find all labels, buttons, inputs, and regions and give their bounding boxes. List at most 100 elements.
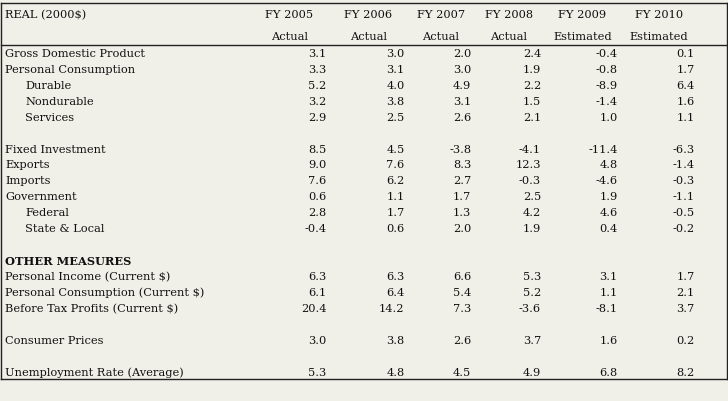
Text: 1.7: 1.7	[676, 272, 695, 282]
Text: 2.1: 2.1	[523, 113, 541, 123]
Text: 3.8: 3.8	[387, 97, 405, 107]
Text: 2.8: 2.8	[308, 208, 326, 218]
Text: 3.1: 3.1	[600, 272, 618, 282]
Text: 6.4: 6.4	[387, 288, 405, 298]
Text: -1.4: -1.4	[596, 97, 618, 107]
Text: 3.0: 3.0	[387, 49, 405, 59]
Text: 5.4: 5.4	[453, 288, 471, 298]
Text: State & Local: State & Local	[25, 224, 105, 234]
Text: 6.1: 6.1	[308, 288, 326, 298]
Text: 6.2: 6.2	[387, 176, 405, 186]
Text: -6.3: -6.3	[673, 144, 695, 154]
Text: 5.3: 5.3	[523, 272, 541, 282]
Text: 0.6: 0.6	[387, 224, 405, 234]
Text: 3.1: 3.1	[308, 49, 326, 59]
Text: 3.0: 3.0	[453, 65, 471, 75]
Text: 3.2: 3.2	[308, 97, 326, 107]
Text: 2.0: 2.0	[453, 224, 471, 234]
Text: Actual: Actual	[271, 32, 308, 42]
Text: 2.0: 2.0	[453, 49, 471, 59]
Text: 4.5: 4.5	[387, 144, 405, 154]
Text: -0.2: -0.2	[673, 224, 695, 234]
Text: Actual: Actual	[350, 32, 387, 42]
Text: Actual: Actual	[422, 32, 459, 42]
Text: 1.0: 1.0	[600, 113, 618, 123]
Text: Personal Consumption (Current $): Personal Consumption (Current $)	[5, 288, 205, 298]
Text: FY 2009: FY 2009	[558, 10, 606, 20]
Text: 7.6: 7.6	[308, 176, 326, 186]
Text: -11.4: -11.4	[588, 144, 618, 154]
Text: 1.1: 1.1	[600, 288, 618, 298]
Text: -0.8: -0.8	[596, 65, 618, 75]
Text: -0.4: -0.4	[596, 49, 618, 59]
Text: 2.4: 2.4	[523, 49, 541, 59]
Text: -4.1: -4.1	[519, 144, 541, 154]
Text: -3.8: -3.8	[449, 144, 471, 154]
Text: 12.3: 12.3	[515, 160, 541, 170]
Text: Before Tax Profits (Current $): Before Tax Profits (Current $)	[5, 304, 178, 314]
Text: 20.4: 20.4	[301, 304, 326, 314]
Text: Gross Domestic Product: Gross Domestic Product	[5, 49, 145, 59]
Text: 3.1: 3.1	[453, 97, 471, 107]
Text: 2.6: 2.6	[453, 113, 471, 123]
Text: Personal Consumption: Personal Consumption	[5, 65, 135, 75]
Text: 4.6: 4.6	[600, 208, 618, 218]
Text: 2.5: 2.5	[523, 192, 541, 203]
Text: 2.5: 2.5	[387, 113, 405, 123]
Text: 4.2: 4.2	[523, 208, 541, 218]
Text: Imports: Imports	[5, 176, 50, 186]
Text: Government: Government	[5, 192, 76, 203]
Text: 6.3: 6.3	[308, 272, 326, 282]
Text: 6.8: 6.8	[600, 368, 618, 377]
Text: -0.5: -0.5	[673, 208, 695, 218]
Text: 4.9: 4.9	[453, 81, 471, 91]
Text: 7.6: 7.6	[387, 160, 405, 170]
Text: 0.1: 0.1	[676, 49, 695, 59]
Text: 1.9: 1.9	[600, 192, 618, 203]
Text: 6.6: 6.6	[453, 272, 471, 282]
Text: 14.2: 14.2	[379, 304, 405, 314]
Text: 0.2: 0.2	[676, 336, 695, 346]
Text: REAL (2000$): REAL (2000$)	[5, 10, 86, 20]
Text: 1.1: 1.1	[387, 192, 405, 203]
Text: 3.7: 3.7	[676, 304, 695, 314]
Text: 0.6: 0.6	[308, 192, 326, 203]
Text: Estimated: Estimated	[553, 32, 612, 42]
Text: 1.3: 1.3	[453, 208, 471, 218]
Text: FY 2008: FY 2008	[485, 10, 533, 20]
Text: 6.3: 6.3	[387, 272, 405, 282]
Text: 0.4: 0.4	[600, 224, 618, 234]
Text: 2.6: 2.6	[453, 336, 471, 346]
Text: Exports: Exports	[5, 160, 50, 170]
Text: 3.1: 3.1	[387, 65, 405, 75]
Text: Services: Services	[25, 113, 74, 123]
Text: 8.2: 8.2	[676, 368, 695, 377]
Text: FY 2005: FY 2005	[265, 10, 313, 20]
Text: 3.0: 3.0	[308, 336, 326, 346]
Text: 1.6: 1.6	[600, 336, 618, 346]
Text: Unemployment Rate (Average): Unemployment Rate (Average)	[5, 367, 183, 378]
Text: 4.8: 4.8	[600, 160, 618, 170]
Text: 6.4: 6.4	[676, 81, 695, 91]
Text: 9.0: 9.0	[308, 160, 326, 170]
Text: -4.6: -4.6	[596, 176, 618, 186]
Text: 1.9: 1.9	[523, 65, 541, 75]
Text: FY 2007: FY 2007	[417, 10, 465, 20]
Text: -8.9: -8.9	[596, 81, 618, 91]
Text: 3.7: 3.7	[523, 336, 541, 346]
Text: 2.2: 2.2	[523, 81, 541, 91]
Text: 2.7: 2.7	[453, 176, 471, 186]
Text: 1.7: 1.7	[676, 65, 695, 75]
Text: 3.3: 3.3	[308, 65, 326, 75]
Text: 7.3: 7.3	[453, 304, 471, 314]
Text: 1.7: 1.7	[387, 208, 405, 218]
Text: Durable: Durable	[25, 81, 71, 91]
Text: 2.9: 2.9	[308, 113, 326, 123]
Text: -3.6: -3.6	[519, 304, 541, 314]
Text: Estimated: Estimated	[630, 32, 689, 42]
Text: 8.5: 8.5	[308, 144, 326, 154]
Text: Nondurable: Nondurable	[25, 97, 94, 107]
Text: -8.1: -8.1	[596, 304, 618, 314]
Text: -1.4: -1.4	[673, 160, 695, 170]
Text: 5.3: 5.3	[308, 368, 326, 377]
